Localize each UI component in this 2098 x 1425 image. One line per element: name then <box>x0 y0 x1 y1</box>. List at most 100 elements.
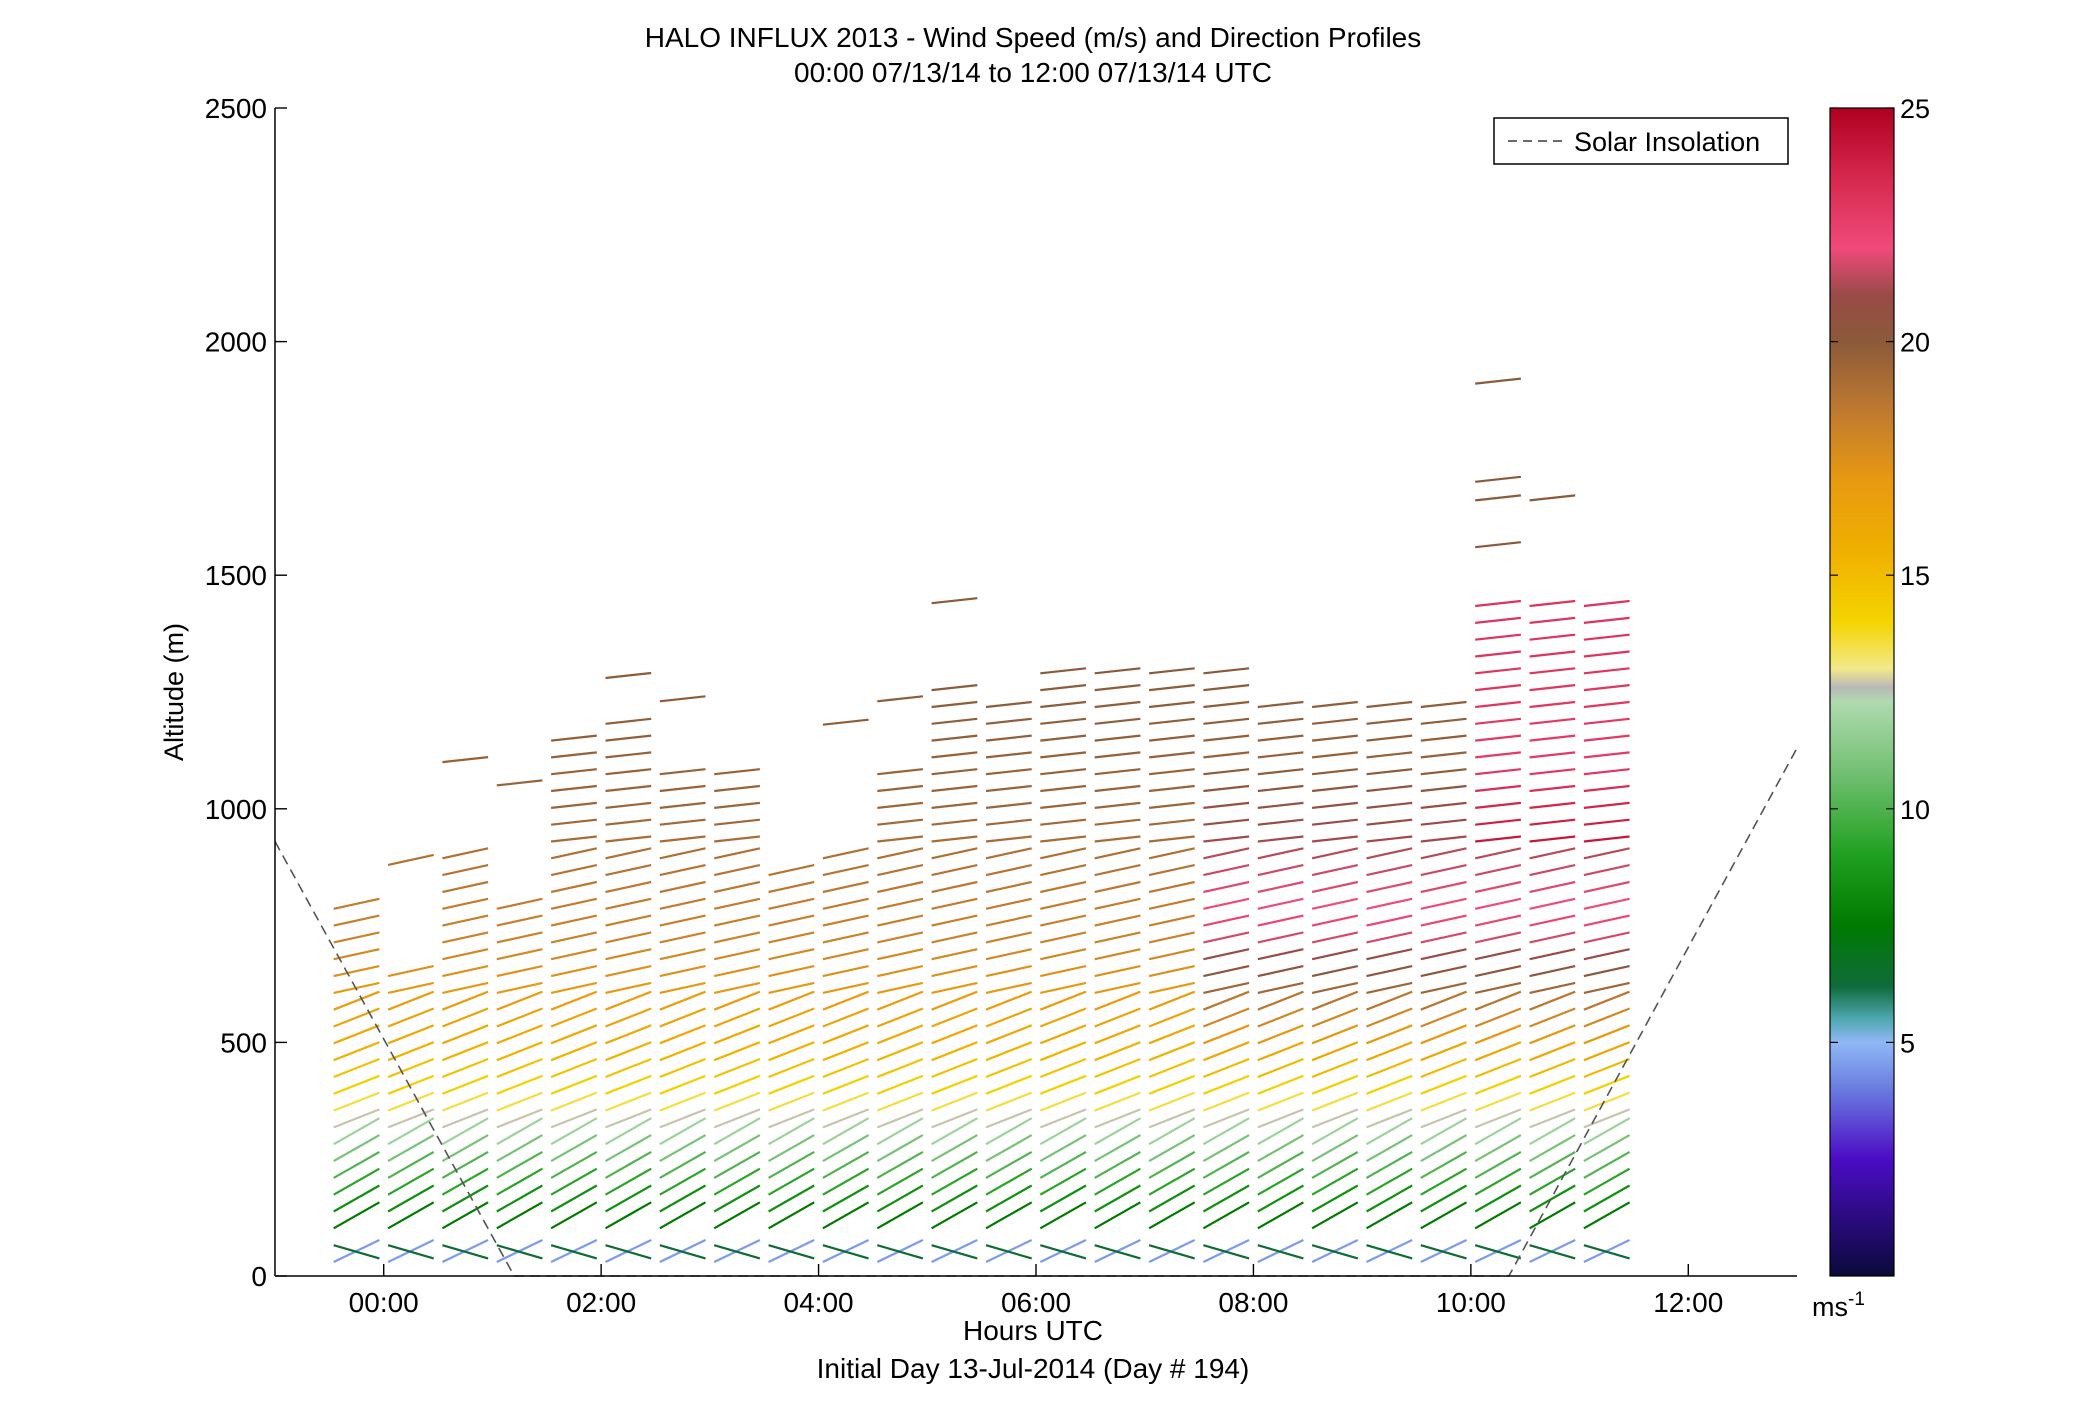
wind-barb <box>985 768 1032 776</box>
wind-barb <box>931 981 978 994</box>
wind-barb <box>822 880 869 894</box>
wind-barb <box>1148 1024 1196 1045</box>
wind-barb <box>1366 981 1413 994</box>
wind-barb <box>713 880 761 894</box>
wind-barb <box>822 1091 870 1112</box>
wind-barb <box>604 1184 652 1213</box>
wind-barb <box>1583 667 1630 675</box>
wind-barb <box>550 751 597 759</box>
wind-barb <box>1148 835 1195 843</box>
wind-barb <box>1148 914 1195 927</box>
wind-barb <box>441 1024 489 1045</box>
wind-barb <box>441 1057 489 1079</box>
wind-barb <box>1529 1108 1576 1129</box>
wind-barb <box>985 1167 1033 1196</box>
wind-barb <box>1040 700 1087 709</box>
wind-barb <box>1311 897 1359 910</box>
wind-barb <box>496 1244 543 1260</box>
wind-barb <box>604 1167 652 1196</box>
wind-barb <box>1148 1091 1196 1112</box>
wind-barb <box>1040 847 1087 860</box>
wind-barb <box>1420 801 1467 809</box>
wind-barb <box>1583 616 1630 624</box>
wind-barb <box>1039 1108 1087 1129</box>
wind-barb <box>1311 1134 1359 1163</box>
wind-barb <box>985 981 1032 994</box>
wind-barb <box>1583 700 1630 709</box>
wind-barb <box>333 1184 380 1213</box>
wind-barb <box>1366 818 1413 826</box>
wind-barb <box>822 931 869 944</box>
wind-barb <box>985 1007 1033 1028</box>
wind-barb <box>1094 835 1141 843</box>
wind-barb <box>1094 931 1141 944</box>
wind-barb <box>442 847 489 860</box>
wind-barb <box>496 1201 543 1230</box>
wind-barb <box>1474 914 1522 927</box>
plot-area: 0 500 1000 1500 2000 2500 00:00 02:00 04:00 06:0… <box>205 93 1798 1318</box>
wind-barb <box>1094 1091 1141 1112</box>
wind-barb <box>442 914 489 927</box>
wind-barb <box>496 1150 543 1179</box>
wind-barb <box>550 1201 598 1230</box>
wind-barb <box>496 1108 543 1129</box>
wind-barb <box>931 965 978 978</box>
wind-barb <box>441 1184 489 1213</box>
wind-barb <box>1474 1244 1522 1260</box>
colorbar-ticks: 5 10 15 20 25 <box>1830 94 1930 1058</box>
wind-barb <box>1148 1167 1196 1196</box>
wind-barb <box>768 1117 815 1146</box>
wind-barb <box>441 1117 489 1146</box>
wind-barb <box>877 784 924 793</box>
wind-barb <box>1475 751 1522 759</box>
wind-barb <box>550 981 598 994</box>
wind-barb <box>1529 1134 1576 1163</box>
wind-barb <box>1529 847 1576 860</box>
wind-barb <box>659 1041 706 1062</box>
wind-barb <box>1039 1057 1087 1079</box>
wind-barb <box>605 1091 652 1112</box>
wind-barb <box>713 1117 761 1146</box>
wind-barb <box>1529 835 1576 843</box>
wind-barb <box>1365 1201 1413 1230</box>
wind-barb <box>550 768 597 776</box>
wind-barb <box>1311 1117 1359 1146</box>
wind-barb <box>1529 700 1576 709</box>
wind-barb <box>1311 847 1359 860</box>
wind-barb <box>441 1007 489 1028</box>
wind-barb <box>1148 897 1195 910</box>
wind-barb <box>1583 751 1630 759</box>
wind-barb <box>550 897 598 910</box>
y-tick-label: 2500 <box>205 93 267 124</box>
wind-barb <box>1420 880 1467 894</box>
wind-barb <box>1365 1117 1413 1146</box>
wind-barb <box>1148 1134 1196 1163</box>
wind-barb <box>659 835 706 843</box>
wind-barb <box>659 897 706 910</box>
wind-barb <box>1583 1184 1631 1213</box>
colorbar-tick-label: 20 <box>1900 328 1930 358</box>
wind-barb <box>877 847 924 860</box>
wind-barb <box>1094 1024 1141 1045</box>
wind-barb <box>1039 1167 1087 1196</box>
wind-barb <box>931 784 978 793</box>
wind-barb <box>1474 1057 1522 1079</box>
wind-barb <box>768 1184 815 1213</box>
wind-barb <box>1529 1244 1576 1260</box>
wind-barb <box>931 1244 978 1260</box>
wind-barb <box>985 931 1032 944</box>
x-axis-sublabel: Initial Day 13-Jul-2014 (Day # 194) <box>817 1353 1250 1384</box>
wind-barb <box>442 948 489 961</box>
wind-barb <box>1094 717 1141 725</box>
wind-barb <box>1583 990 1631 1011</box>
wind-barb <box>1583 1074 1631 1095</box>
wind-barb <box>1148 751 1195 759</box>
wind-barb <box>1366 1007 1413 1028</box>
wind-barb <box>1040 965 1087 978</box>
wind-barb <box>1420 990 1467 1011</box>
wind-barb <box>877 818 924 826</box>
wind-barb <box>441 1074 489 1095</box>
wind-barb <box>1148 981 1195 994</box>
colorbar-tick-label: 5 <box>1900 1028 1915 1058</box>
wind-barb <box>1148 990 1196 1011</box>
